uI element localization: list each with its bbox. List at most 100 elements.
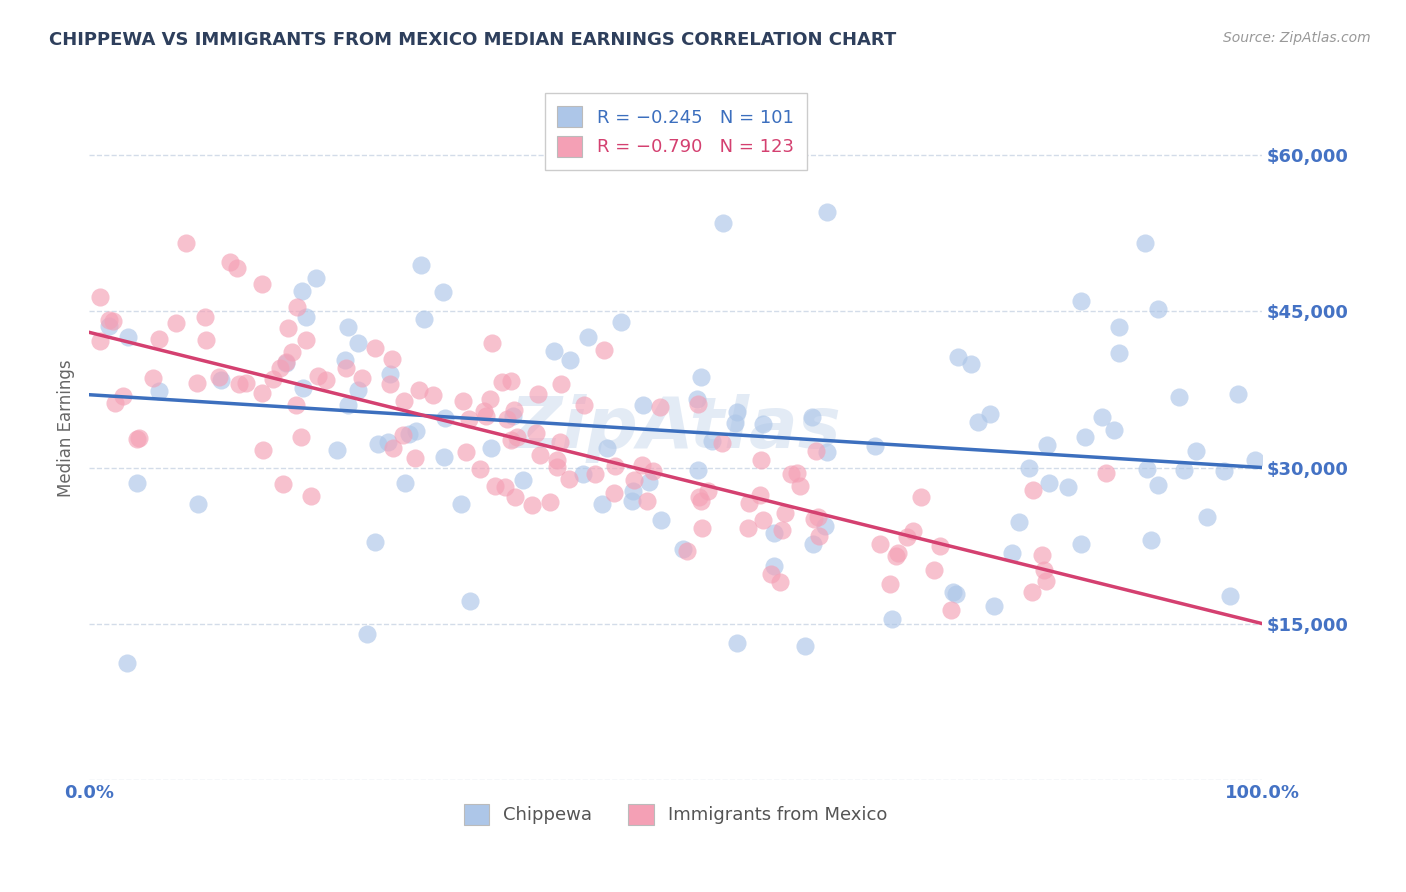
Point [1001,546,1024,560]
Point [814,519,837,533]
Point [983,599,1005,614]
Point [479,442,502,456]
Point [896,530,918,544]
Point [1021,585,1043,599]
Point [481,335,503,350]
Point [1022,483,1045,498]
Point [292,381,315,395]
Point [277,320,299,334]
Point [394,393,416,408]
Legend: Chippewa, Immigrants from Mexico: Chippewa, Immigrants from Mexico [454,795,897,834]
Point [815,204,838,219]
Point [1140,533,1163,547]
Point [775,506,797,520]
Point [148,384,170,398]
Point [394,475,416,490]
Point [413,311,436,326]
Point [166,317,188,331]
Point [128,431,150,445]
Point [450,497,472,511]
Point [761,567,783,582]
Point [307,368,329,383]
Point [380,377,402,392]
Point [228,377,250,392]
Point [623,484,645,499]
Point [125,475,148,490]
Point [422,388,444,402]
Point [738,496,761,510]
Point [1057,479,1080,493]
Point [591,497,613,511]
Point [474,409,496,423]
Point [922,562,945,576]
Point [869,537,891,551]
Point [596,441,619,455]
Y-axis label: Median Earnings: Median Earnings [58,359,75,498]
Point [603,459,626,474]
Point [290,429,312,443]
Point [352,371,374,385]
Point [793,640,815,654]
Point [737,521,759,535]
Text: CHIPPEWA VS IMMIGRANTS FROM MEXICO MEDIAN EARNINGS CORRELATION CHART: CHIPPEWA VS IMMIGRANTS FROM MEXICO MEDIA… [49,31,897,49]
Point [676,544,699,558]
Point [1102,423,1125,437]
Point [558,352,581,367]
Point [496,412,519,426]
Point [1147,302,1170,317]
Point [800,410,823,425]
Point [762,558,785,573]
Point [1035,574,1057,589]
Point [1133,236,1156,251]
Point [529,448,551,462]
Point [688,463,710,477]
Point [305,271,328,285]
Point [543,344,565,359]
Point [880,612,903,626]
Point [364,534,387,549]
Point [392,427,415,442]
Point [700,434,723,449]
Point [1008,516,1031,530]
Point [478,392,501,407]
Point [299,490,322,504]
Point [208,369,231,384]
Point [252,443,274,458]
Point [117,656,139,670]
Point [101,314,124,328]
Point [103,396,125,410]
Point [347,383,370,397]
Point [762,526,785,541]
Point [928,539,950,553]
Point [752,513,775,527]
Point [506,430,529,444]
Point [269,360,291,375]
Point [688,490,710,504]
Point [863,439,886,453]
Point [433,450,456,465]
Point [1031,548,1053,562]
Point [546,453,568,467]
Point [959,357,981,371]
Point [749,488,772,502]
Point [1136,461,1159,475]
Point [546,460,568,475]
Point [225,260,247,275]
Point [697,484,720,499]
Point [503,490,526,504]
Point [235,376,257,390]
Point [409,258,432,272]
Point [887,546,910,560]
Point [710,436,733,450]
Point [398,427,420,442]
Point [808,529,831,543]
Point [218,255,240,269]
Point [1227,387,1250,401]
Point [724,416,747,430]
Point [631,398,654,412]
Point [382,441,405,455]
Point [548,435,571,450]
Point [636,494,658,508]
Point [807,510,830,524]
Point [381,352,404,367]
